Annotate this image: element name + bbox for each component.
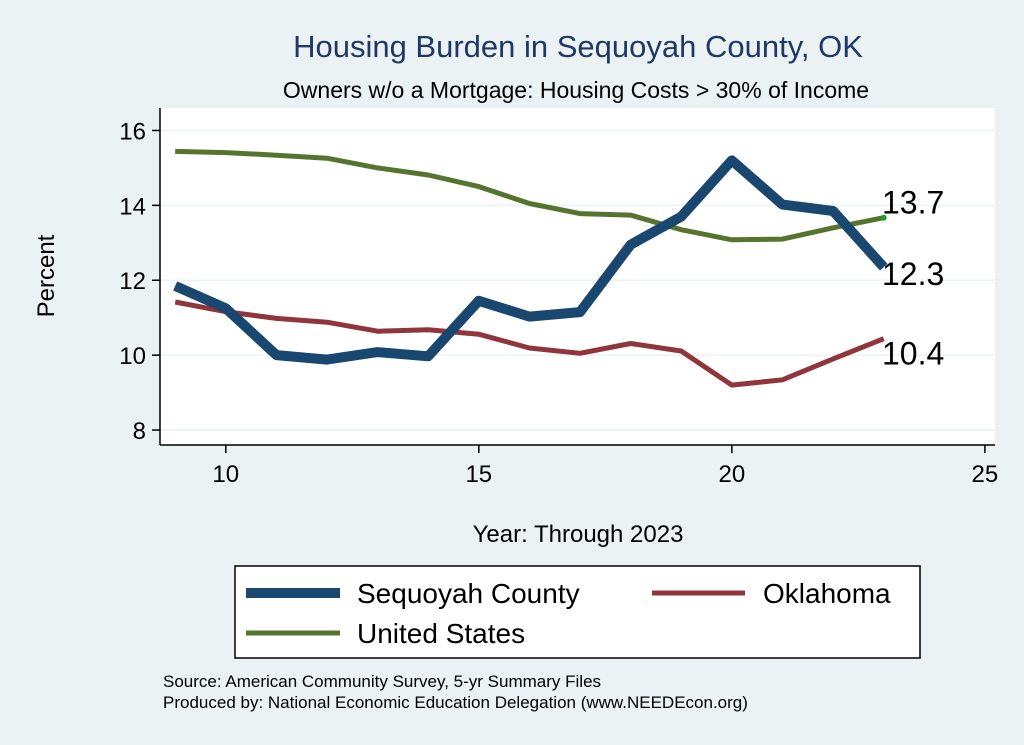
x-tick-label: 25 bbox=[972, 461, 999, 488]
x-tick-label: 10 bbox=[212, 461, 239, 488]
end-label-sequoyah-county: 12.3 bbox=[882, 256, 944, 292]
chart-subtitle: Owners w/o a Mortgage: Housing Costs > 3… bbox=[283, 77, 869, 103]
y-tick-label: 8 bbox=[133, 418, 146, 445]
x-axis-label: Year: Through 2023 bbox=[473, 521, 684, 548]
x-axis: 10 15 20 25 bbox=[160, 444, 999, 488]
y-tick-label: 10 bbox=[119, 343, 146, 370]
y-tick-label: 14 bbox=[119, 193, 146, 220]
legend-label-oklahoma: Oklahoma bbox=[763, 578, 891, 609]
source-line-2: Produced by: National Economic Education… bbox=[163, 693, 748, 712]
source-line-1: Source: American Community Survey, 5-yr … bbox=[163, 672, 601, 691]
end-labels: 12.3 10.4 13.7 bbox=[882, 185, 944, 372]
end-label-oklahoma: 10.4 bbox=[882, 336, 944, 372]
x-tick-label: 15 bbox=[465, 461, 492, 488]
end-label-united-states: 13.7 bbox=[882, 185, 944, 221]
x-tick-label: 20 bbox=[718, 461, 745, 488]
legend-box bbox=[234, 565, 921, 659]
series-line-united-states bbox=[175, 148, 885, 243]
chart-title: Housing Burden in Sequoyah County, OK bbox=[293, 29, 863, 64]
series-lines bbox=[173, 148, 888, 388]
y-tick-label: 12 bbox=[119, 268, 146, 295]
series-endpoint-united-states bbox=[880, 214, 887, 221]
legend-label-united-states: United States bbox=[357, 618, 525, 649]
series-line-oklahoma bbox=[174, 299, 885, 388]
plot-area bbox=[160, 108, 995, 445]
legend: Sequoyah County Oklahoma United States bbox=[234, 565, 921, 659]
series-line-sequoyah-county bbox=[173, 155, 888, 365]
y-tick-label: 16 bbox=[119, 118, 146, 145]
legend-label-sequoyah-county: Sequoyah County bbox=[357, 578, 580, 609]
y-axis-label: Percent bbox=[33, 234, 60, 317]
y-axis: 8 10 12 14 16 bbox=[119, 108, 161, 445]
